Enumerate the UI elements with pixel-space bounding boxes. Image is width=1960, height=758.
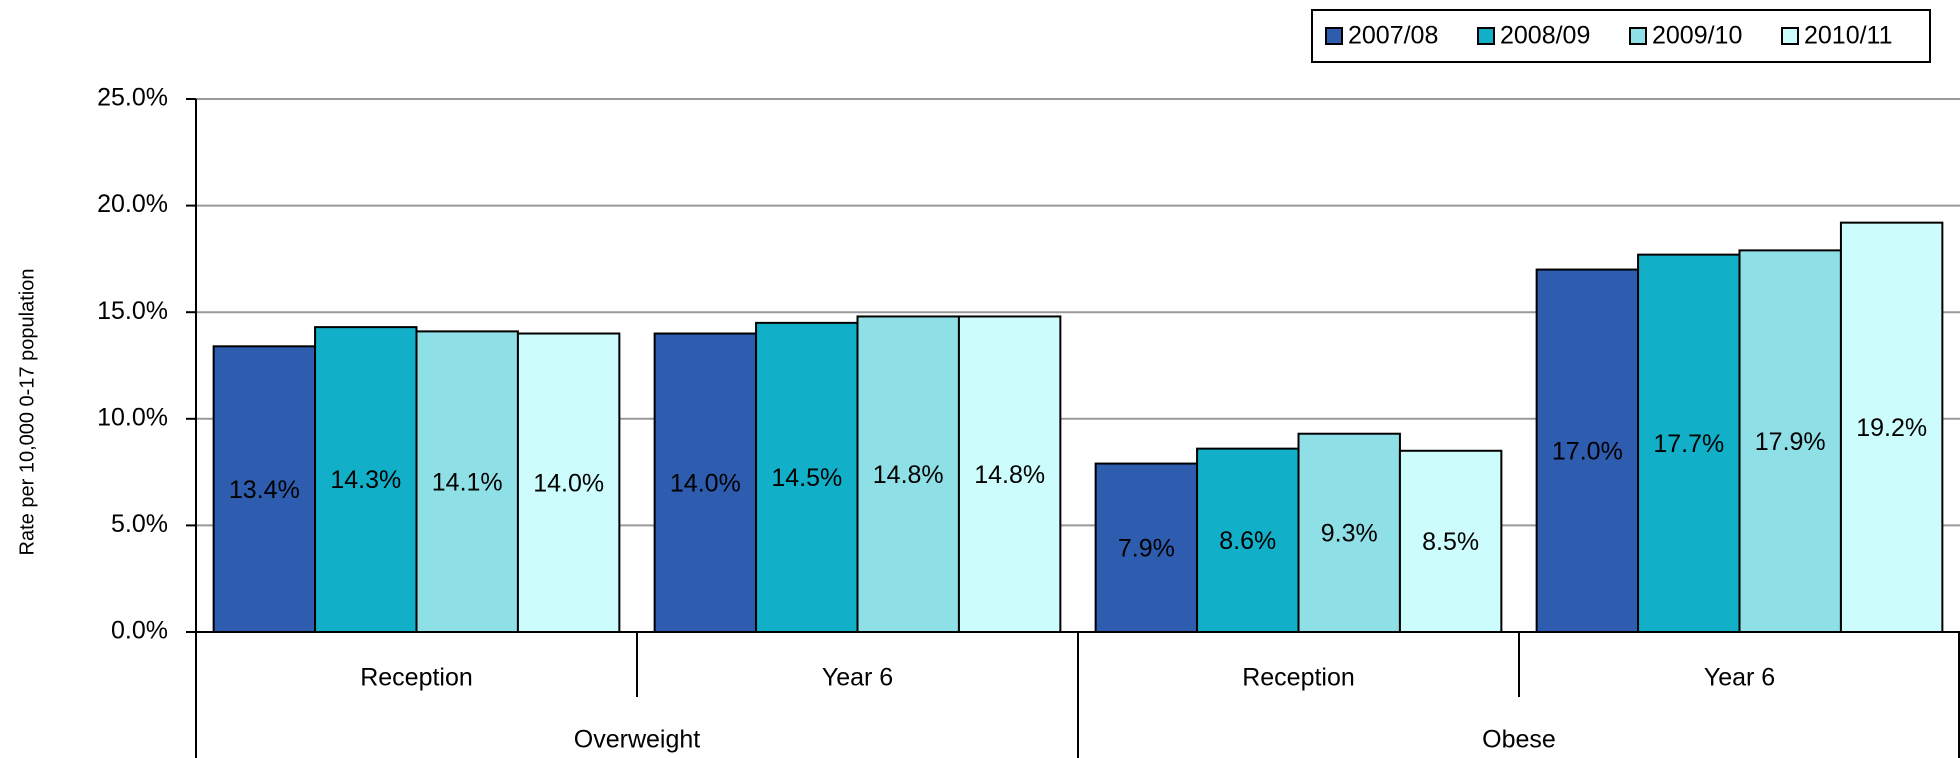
bar	[653, 332, 758, 633]
value-label: 7.9%	[1118, 534, 1175, 562]
bar	[755, 321, 859, 633]
value-label: 9.3%	[1321, 519, 1378, 547]
group-label: Obese	[1482, 726, 1556, 754]
bar	[1839, 221, 1944, 633]
value-label: 14.0%	[533, 469, 604, 497]
value-label: 19.2%	[1856, 414, 1927, 442]
legend-label: 2009/10	[1652, 22, 1742, 50]
bar	[957, 315, 1062, 633]
legend-swatch	[1781, 27, 1799, 45]
bar	[1196, 447, 1300, 634]
legend-swatch	[1629, 27, 1647, 45]
value-label: 14.8%	[873, 461, 944, 489]
group-label: Overweight	[574, 726, 700, 754]
value-label: 13.4%	[229, 476, 300, 504]
x-tick-label: Year 6	[822, 664, 893, 692]
y-tick-label: 25.0%	[97, 84, 168, 112]
y-tick-label: 0.0%	[111, 617, 168, 645]
x-tick-label: Reception	[360, 664, 473, 692]
x-tick-label: Year 6	[1704, 664, 1775, 692]
value-label: 17.9%	[1755, 428, 1826, 456]
bar	[1398, 449, 1503, 633]
value-label: 8.6%	[1219, 527, 1276, 555]
value-label: 17.0%	[1552, 437, 1623, 465]
y-tick-label: 15.0%	[97, 297, 168, 325]
legend-swatch	[1477, 27, 1495, 45]
value-label: 8.5%	[1422, 528, 1479, 556]
x-tick-label: Reception	[1242, 664, 1355, 692]
legend-label: 2008/09	[1500, 22, 1590, 50]
value-label: 14.8%	[974, 461, 1045, 489]
value-label: 14.3%	[330, 466, 401, 494]
legend-label: 2007/08	[1348, 22, 1438, 50]
bar	[1738, 249, 1842, 633]
legend-label: 2010/11	[1804, 22, 1893, 50]
value-label: 14.0%	[670, 469, 741, 497]
bar	[856, 315, 960, 633]
bar	[1297, 432, 1401, 633]
bar	[516, 332, 621, 633]
bar	[1094, 462, 1199, 633]
legend-box	[1311, 9, 1931, 63]
value-label: 14.1%	[432, 468, 503, 496]
y-tick-label: 20.0%	[97, 190, 168, 218]
legend-swatch	[1325, 27, 1343, 45]
value-label: 14.5%	[771, 464, 842, 492]
y-axis-title: Rate per 10,000 0-17 population	[16, 269, 38, 556]
y-tick-label: 5.0%	[111, 510, 168, 538]
value-label: 17.7%	[1653, 430, 1724, 458]
y-tick-label: 10.0%	[97, 403, 168, 431]
bar	[415, 330, 519, 633]
